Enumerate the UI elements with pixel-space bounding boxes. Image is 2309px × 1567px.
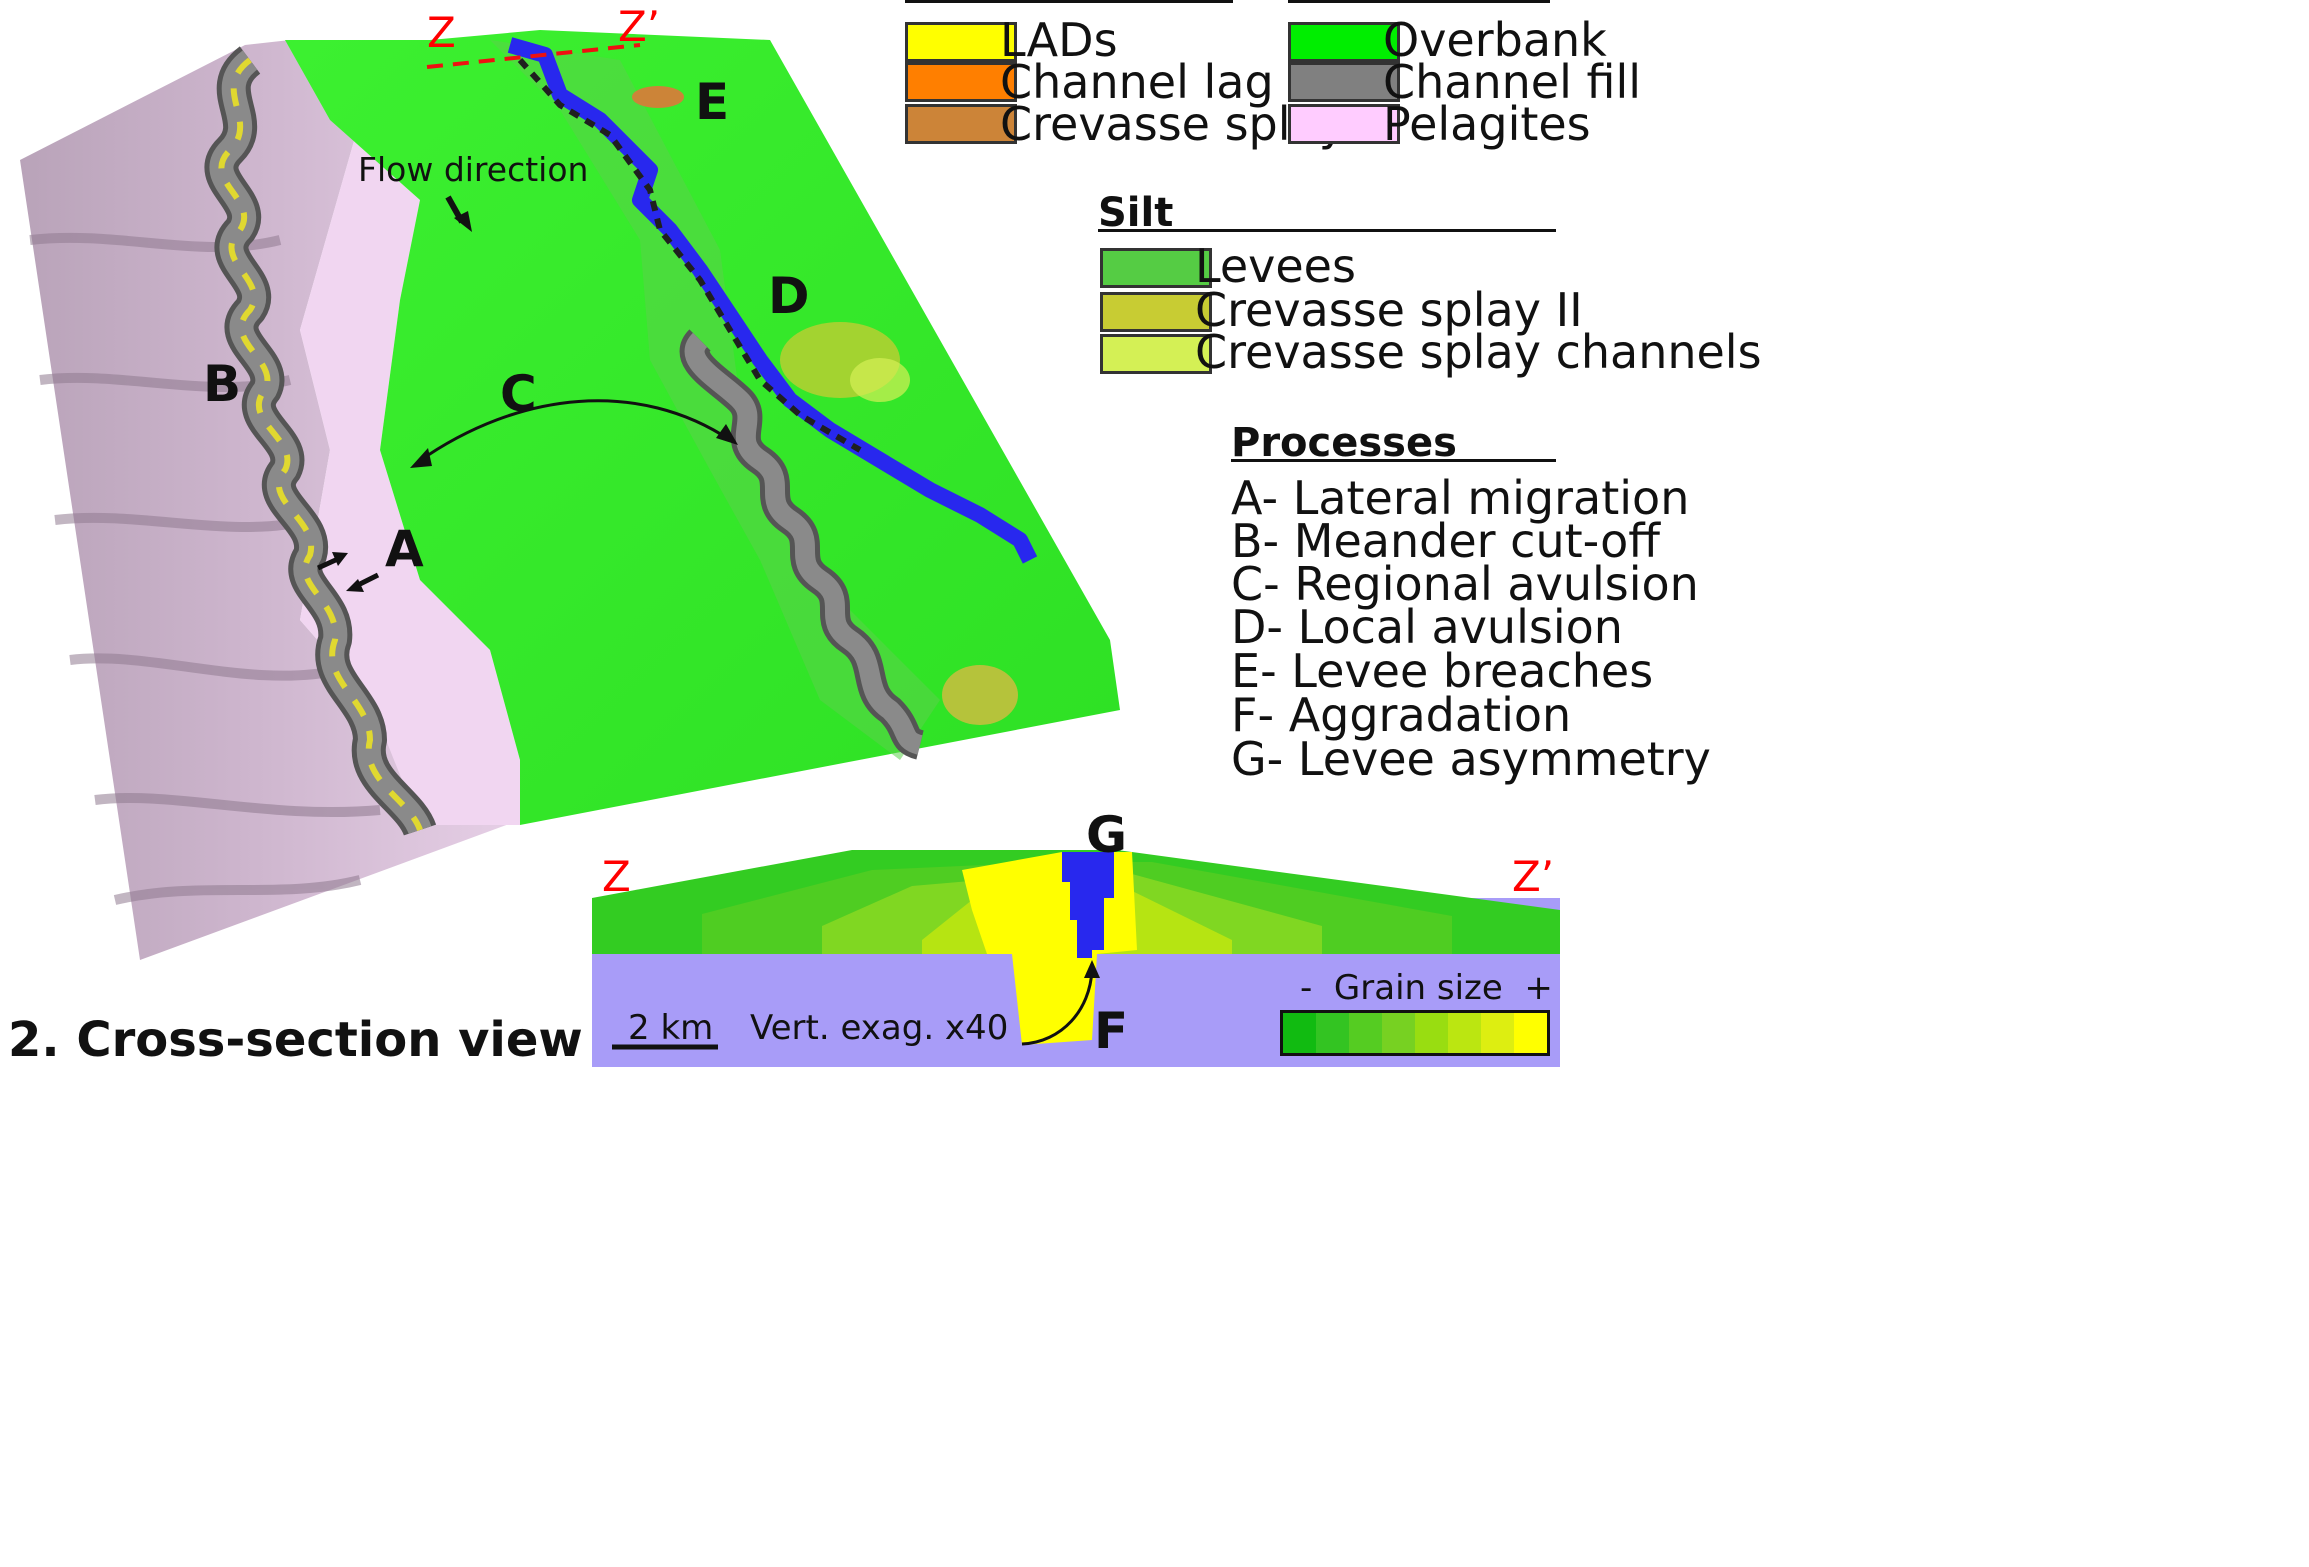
grain-size-step bbox=[1283, 1013, 1316, 1053]
flow-direction-label: Flow direction bbox=[358, 150, 589, 189]
cross-section-channel bbox=[1062, 852, 1114, 958]
grain-size-step bbox=[1382, 1013, 1415, 1053]
cross-section-view bbox=[592, 850, 1560, 1067]
swatch-crevasse-splay-2 bbox=[1100, 292, 1212, 332]
swatch-overbank bbox=[1288, 22, 1400, 62]
section-line bbox=[426, 43, 641, 69]
swatch-crevasse-splay-1 bbox=[905, 104, 1017, 144]
legend-label-channel-fill: Channel fill bbox=[1383, 55, 1642, 109]
section-label-z-prime: Z’ bbox=[1512, 852, 1555, 901]
legend-label-channel-lag: Channel lag bbox=[1000, 55, 1274, 109]
process-item: G- Levee asymmetry bbox=[1231, 732, 1711, 786]
map-letter-a: A bbox=[385, 520, 424, 578]
crevasse-splay-lower bbox=[942, 665, 1018, 725]
grain-size-bar bbox=[1280, 1010, 1550, 1056]
process-item: E- Levee breaches bbox=[1231, 644, 1654, 698]
grain-size-step bbox=[1349, 1013, 1382, 1053]
aggradation-arrow bbox=[1021, 969, 1094, 1046]
map-letter-d: D bbox=[768, 267, 810, 325]
legend-rule-right bbox=[1288, 0, 1550, 3]
silt-title: Silt bbox=[1098, 190, 1174, 236]
grain-minus: - bbox=[1300, 968, 1313, 1008]
grain-size-step bbox=[1448, 1013, 1481, 1053]
swatch-channel-fill bbox=[1288, 62, 1400, 102]
legend-label-levees: Levees bbox=[1195, 239, 1356, 293]
grain-title: Grain size bbox=[1333, 968, 1503, 1008]
swatch-crevasse-splay-channels bbox=[1100, 334, 1212, 374]
crevasse-splay-e bbox=[632, 86, 684, 108]
swatch-lads bbox=[905, 22, 1017, 62]
legend-rule-left bbox=[905, 0, 1233, 3]
avulsion-arrow bbox=[417, 399, 731, 464]
legend-label-pelagites: Pelagites bbox=[1383, 97, 1591, 151]
processes-title: Processes bbox=[1231, 420, 1457, 466]
section-label-z: Z bbox=[602, 852, 631, 901]
map-letter-e: E bbox=[695, 73, 730, 131]
slope-stripes bbox=[29, 232, 381, 905]
grain-size-step bbox=[1415, 1013, 1448, 1053]
map-letter-b: B bbox=[203, 355, 242, 413]
silt-rule bbox=[1098, 229, 1556, 232]
grain-size-title: - Grain size + bbox=[1300, 968, 1553, 1008]
process-item: F- Aggradation bbox=[1231, 688, 1572, 742]
section-letter-g: G bbox=[1086, 806, 1128, 864]
swatch-levees bbox=[1100, 248, 1212, 288]
vert-exag-label: Vert. exag. x40 bbox=[750, 1008, 1009, 1048]
process-item: C- Regional avulsion bbox=[1231, 557, 1699, 611]
active-channel bbox=[507, 37, 1038, 564]
scale-bar-label: 2 km bbox=[628, 1008, 714, 1048]
grain-size-step bbox=[1481, 1013, 1514, 1053]
map-label-z-prime: Z’ bbox=[618, 2, 661, 51]
legend-label-crevasse-splay-channels: Crevasse splay channels bbox=[1195, 325, 1762, 379]
grain-plus: + bbox=[1524, 968, 1553, 1008]
legend-label-overbank: Overbank bbox=[1383, 13, 1607, 67]
process-item: B- Meander cut-off bbox=[1231, 514, 1660, 568]
swatch-pelagites bbox=[1288, 104, 1400, 144]
legend-label-crevasse-splay-2: Crevasse splay II bbox=[1195, 283, 1583, 337]
map-label-z: Z bbox=[427, 8, 456, 57]
processes-rule bbox=[1231, 459, 1556, 462]
grain-size-step bbox=[1316, 1013, 1349, 1053]
process-item: A- Lateral migration bbox=[1231, 471, 1690, 525]
grain-size-step bbox=[1514, 1013, 1547, 1053]
legend-label-lads: LADs bbox=[1000, 13, 1118, 67]
map-view bbox=[20, 30, 1120, 960]
process-item: D- Local avulsion bbox=[1231, 600, 1623, 654]
swatch-channel-lag bbox=[905, 62, 1017, 102]
map-letter-c: C bbox=[500, 365, 537, 423]
section-letter-f: F bbox=[1094, 1002, 1129, 1060]
cross-section-title: 2. Cross-section view bbox=[8, 1012, 583, 1068]
